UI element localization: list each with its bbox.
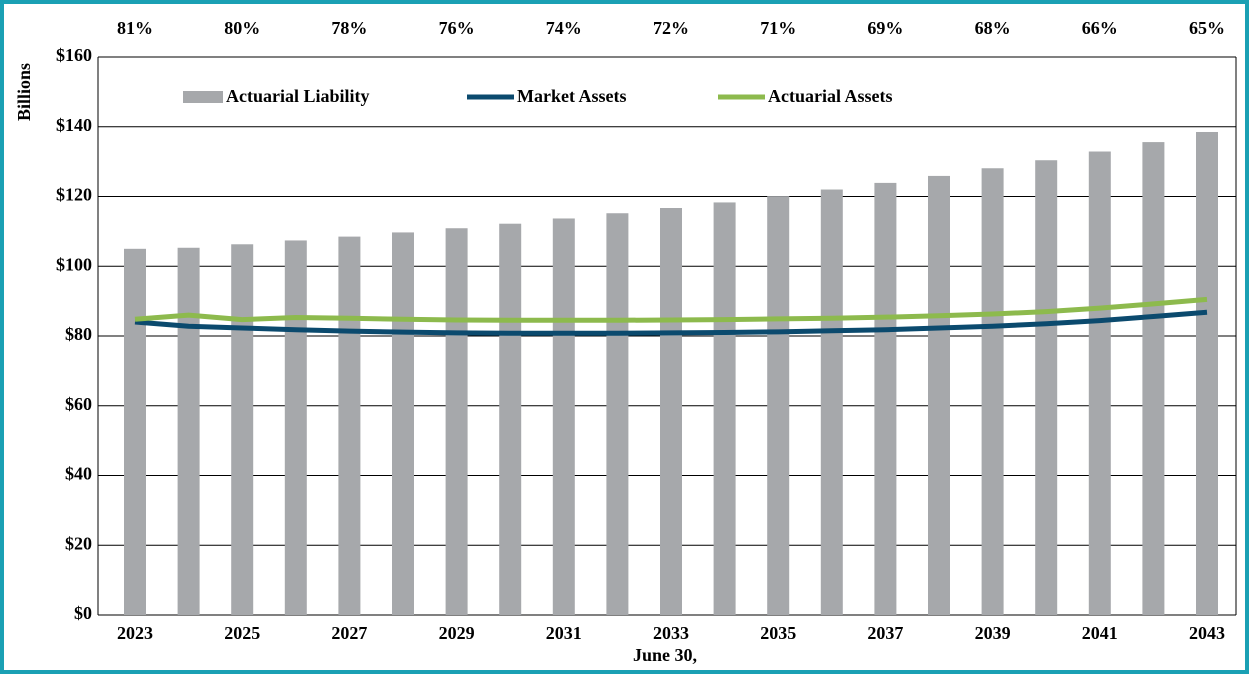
- y-tick-label: $120: [56, 185, 92, 205]
- funded-ratio-label: 74%: [546, 18, 582, 38]
- bar: [981, 168, 1004, 615]
- funded-ratio-label: 69%: [867, 18, 903, 38]
- funded-ratio-label: 68%: [975, 18, 1011, 38]
- x-tick-label: 2029: [439, 623, 475, 643]
- y-tick-label: $100: [56, 254, 92, 274]
- y-tick-label: $160: [56, 45, 92, 65]
- legend-swatch: [183, 91, 223, 103]
- funded-ratio-label: 72%: [653, 18, 689, 38]
- bar: [820, 189, 843, 615]
- line: [134, 309, 1208, 336]
- y-tick-label: $60: [65, 394, 92, 414]
- bar: [606, 213, 629, 616]
- legend-label: Actuarial Assets: [768, 86, 893, 106]
- x-tick-label: 2035: [760, 623, 796, 643]
- bar: [124, 248, 146, 615]
- funded-ratio-label: 71%: [760, 18, 796, 38]
- y-tick-label: $40: [65, 464, 92, 484]
- y-axis-label: Billions: [14, 63, 34, 121]
- x-tick-label: 2041: [1082, 623, 1118, 643]
- bar: [1088, 151, 1111, 616]
- funded-ratio-label: 78%: [331, 18, 367, 38]
- bar: [499, 223, 522, 615]
- legend-label: Actuarial Liability: [226, 86, 370, 106]
- bar: [1196, 131, 1218, 615]
- funded-ratio-label: 80%: [224, 18, 260, 38]
- bar: [177, 247, 200, 616]
- bar: [767, 196, 790, 615]
- x-tick-label: 2031: [546, 623, 582, 643]
- x-axis-label: June 30,: [633, 645, 697, 665]
- funded-ratio-label: 66%: [1082, 18, 1118, 38]
- x-tick-label: 2027: [331, 623, 367, 643]
- x-tick-label: 2037: [867, 623, 903, 643]
- x-tick-label: 2039: [975, 623, 1011, 643]
- y-tick-label: $20: [65, 533, 92, 553]
- funded-ratio-label: 81%: [117, 18, 153, 38]
- bar: [1142, 142, 1165, 615]
- line: [134, 296, 1208, 323]
- x-tick-label: 2025: [224, 623, 260, 643]
- bar: [552, 218, 575, 615]
- bar: [392, 232, 414, 615]
- bar: [338, 236, 361, 615]
- x-tick-label: 2043: [1189, 623, 1225, 643]
- y-tick-label: $140: [56, 115, 92, 135]
- y-tick-label: $0: [74, 603, 92, 623]
- bar: [928, 175, 950, 615]
- legend-label: Market Assets: [517, 86, 626, 106]
- bar: [445, 228, 468, 615]
- y-tick-label: $80: [65, 324, 92, 344]
- x-tick-label: 2023: [117, 623, 153, 643]
- x-tick-label: 2033: [653, 623, 689, 643]
- funded-ratio-label: 65%: [1189, 18, 1225, 38]
- bar: [660, 208, 682, 616]
- bar: [284, 240, 307, 615]
- bar: [1035, 160, 1058, 616]
- bar: [874, 182, 897, 615]
- funded-ratio-label: 76%: [439, 18, 475, 38]
- bar: [231, 244, 254, 615]
- bar: [713, 202, 736, 615]
